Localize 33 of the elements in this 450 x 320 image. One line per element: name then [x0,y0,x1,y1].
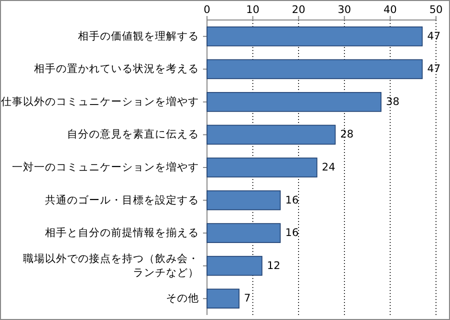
data-label: 47 [427,63,441,76]
y-tick-label: 一対一のコミュニケーションを増やす [12,160,199,174]
data-label: 7 [244,292,251,305]
y-tick-label: 相手と自分の前提情報を揃える [45,226,199,240]
y-tick-label: 相手の価値観を理解する [78,29,199,42]
bar [206,59,423,80]
y-tick-label: その他 [166,292,199,305]
bar [206,223,281,243]
x-tick-label: 10 [246,4,260,16]
data-label: 16 [285,227,299,240]
bar [206,190,281,210]
y-tick-label: 仕事以外のコミュニケーションを増やす [1,94,199,108]
data-label: 24 [322,162,336,174]
x-tick-label: 50 [429,4,443,16]
bar [206,256,262,276]
y-tick-label: 職場以外での接点を持つ（飲み会・ランチなど） [23,252,199,279]
bar [206,158,318,178]
bar [206,124,336,145]
data-label: 47 [427,30,441,42]
bar [206,288,240,309]
data-label: 28 [340,128,354,141]
x-tick-label: 0 [204,4,210,16]
bar [206,92,382,112]
x-tick-label: 20 [292,4,306,16]
y-tick-label: 自分の意見を素直に伝える [67,128,199,141]
y-tick-label: 相手の置かれている状況を考える [34,62,199,76]
x-tick-label: 40 [384,4,397,16]
x-tick-label: 30 [338,4,352,16]
bar [206,26,423,46]
data-label: 16 [285,194,299,206]
data-label: 38 [386,96,400,108]
data-label: 12 [266,260,280,272]
y-tick-label: 共通のゴール・目標を設定する [45,193,199,206]
